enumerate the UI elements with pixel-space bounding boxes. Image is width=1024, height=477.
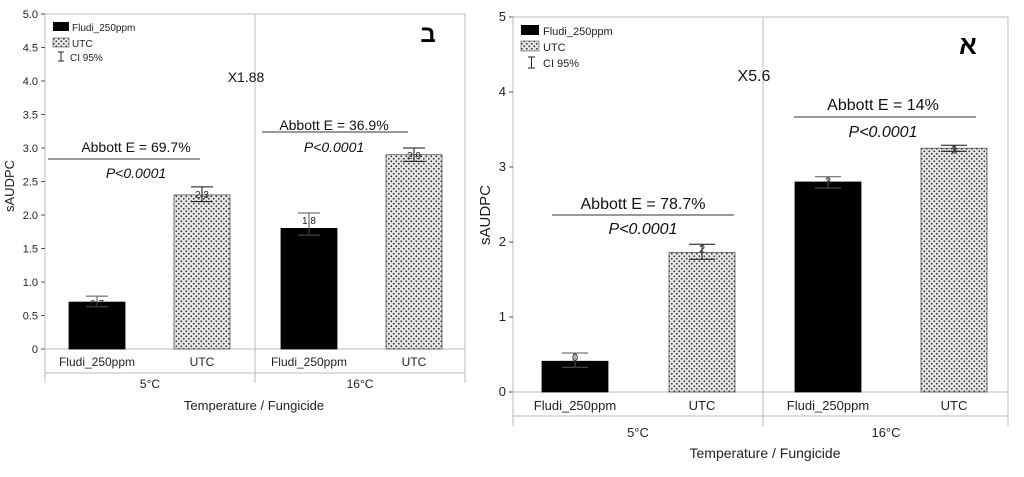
y-tick-label: 5.0 [23,9,38,21]
bar [173,194,231,350]
x-tick-label: UTC [689,398,716,413]
y-axis-label: sAUDPC [478,185,494,245]
x-tick-label: Fludi_250ppm [271,355,347,369]
y-tick-label: 0.5 [23,311,38,323]
chart-panel-bet: 0 0.5 1.0 1.5 2.0 2.5 3.0 3.5 4.0 4.5 5.0 0.7 Fludi_… [2,9,466,413]
ci-error-bar [941,144,967,152]
legend-label-utc: UTC [72,39,93,50]
data-label: 3 [951,144,957,156]
data-label: 0 [572,352,578,364]
abbott-annotation: Abbott E = 36.9% [279,117,388,133]
legend: Fludi_250ppm UTC CI 95% [52,22,135,64]
group-label: 16°C [347,377,374,391]
y-tick-label: 1 [499,309,506,324]
p-value-annotation: P<0.0001 [609,221,678,238]
p-value-annotation: P<0.0001 [304,139,364,155]
x-tick-label: Fludi_250ppm [59,355,135,369]
ci-error-bar [815,176,841,189]
y-tick-label: 3.0 [23,143,38,155]
y-tick-label: 4.0 [23,76,38,88]
data-label: 2.3 [195,190,209,201]
bar [280,227,338,350]
legend-swatch-utc [520,40,540,52]
data-label: 2.9 [407,151,421,162]
y-tick-label: 5 [499,9,506,24]
ratio-annotation: X5.6 [738,68,771,85]
ci-error-bar [689,243,715,260]
x-tick-label: Fludi_250ppm [787,398,869,413]
x-tick-label: Fludi_250ppm [534,398,616,413]
x-tick-label: UTC [190,355,215,369]
ci-error-bar [562,352,588,368]
ci-legend-icon [58,51,64,62]
y-tick-label: 3 [499,159,506,174]
x-tick-label: UTC [402,355,427,369]
legend-swatch-fludi [521,25,539,35]
ratio-annotation: X1.88 [228,69,265,85]
p-value-annotation: P<0.0001 [106,165,166,181]
y-axis-label: sAUDPC [2,160,17,212]
group-label: 5°C [627,425,649,440]
legend-label-ci: CI 95% [70,53,103,64]
ci-legend-icon [528,56,535,69]
bar [668,252,736,393]
data-label: 2 [699,243,705,255]
y-tick-label: 0 [499,384,506,399]
ci-error-bar [298,212,320,236]
y-tick-label: 1.0 [23,277,38,289]
ci-error-bar [86,295,108,308]
data-label: 0.7 [90,299,104,310]
group-label: 16°C [871,425,900,440]
legend-label-fludi: Fludi_250ppm [543,26,613,38]
ci-error-bar [403,147,425,162]
y-tick-label: 2.5 [23,177,38,189]
legend-label-fludi: Fludi_250ppm [72,23,135,34]
x-axis-label: Temperature / Fungicide [184,398,324,413]
x-tick-label: UTC [941,398,968,413]
legend-swatch-utc [52,37,70,48]
data-label: 1.8 [302,216,316,227]
abbott-annotation: Abbott E = 78.7% [581,196,706,213]
y-tick-label: 0 [32,344,38,356]
bar [920,147,988,393]
ci-error-bar [191,186,213,203]
y-tick-label: 3.5 [23,110,38,122]
bar [68,301,126,350]
y-tick-label: 1.5 [23,244,38,256]
y-tick-label: 4.5 [23,43,38,55]
y-tick-label: 4 [499,84,506,99]
panel-label: א [959,30,977,60]
p-value-annotation: P<0.0001 [849,124,918,141]
y-tick-label: 2 [499,234,506,249]
bar [385,154,443,350]
abbott-annotation: Abbott E = 69.7% [81,139,190,155]
legend-label-utc: UTC [543,42,566,54]
plot-frame [512,16,1009,393]
y-tick-label: 2.0 [23,210,38,222]
legend-label-ci: CI 95% [543,58,579,70]
panel-label: ב [420,21,435,48]
legend: Fludi_250ppm UTC CI 95% [520,25,613,70]
data-label: 3 [825,176,831,188]
group-label: 5°C [140,377,160,391]
legend-swatch-fludi [53,22,69,31]
x-axis-label: Temperature / Fungicide [690,445,841,461]
bar [794,181,862,393]
chart-panel-alef: 0 1 2 3 4 5 0 Fludi_250ppm 2 UTC 3 Fludi_250ppm 3 UTC… [478,9,1009,461]
abbott-annotation: Abbott E = 14% [827,97,939,114]
